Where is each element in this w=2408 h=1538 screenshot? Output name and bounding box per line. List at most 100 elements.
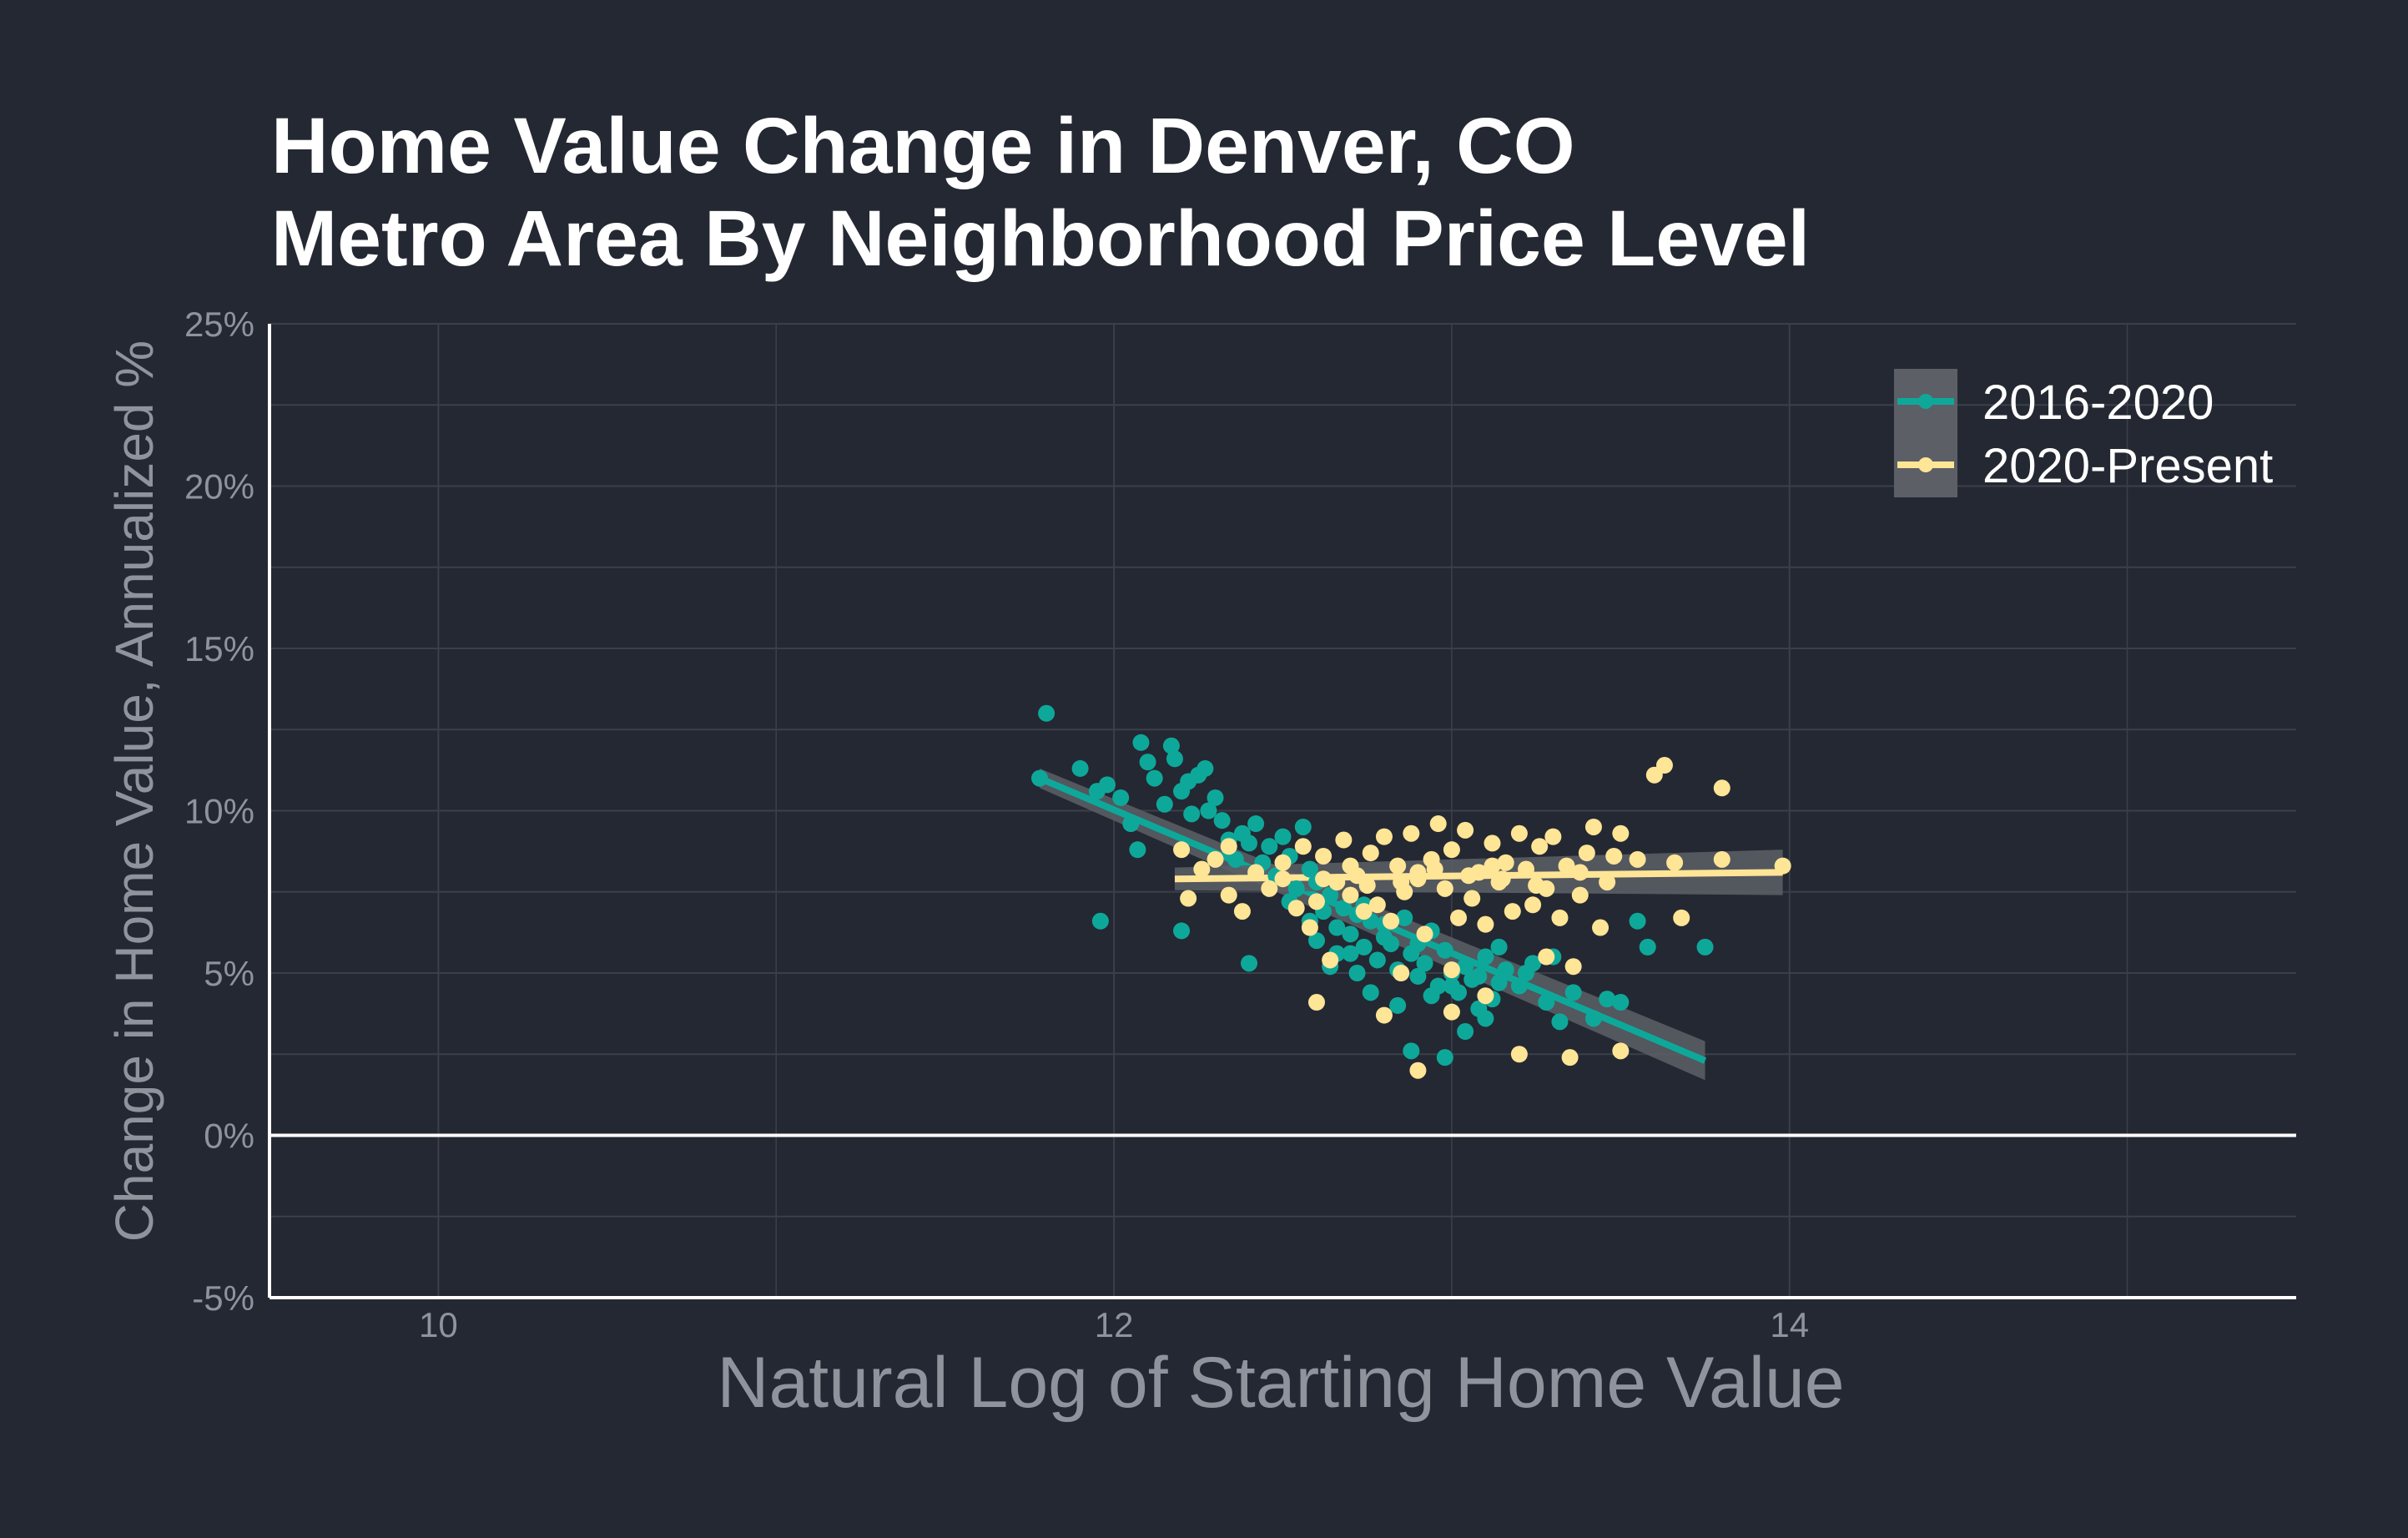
data-point-series-1 bbox=[1301, 860, 1318, 878]
data-point-series-1 bbox=[1166, 750, 1183, 768]
data-point-series-2 bbox=[1307, 893, 1325, 910]
data-point-series-1 bbox=[1156, 795, 1173, 813]
data-point-series-1 bbox=[1307, 932, 1325, 950]
data-point-series-1 bbox=[1098, 776, 1116, 794]
data-point-series-1 bbox=[1162, 737, 1180, 754]
data-point-series-2 bbox=[1342, 886, 1359, 904]
data-point-series-1 bbox=[1477, 1010, 1494, 1027]
data-point-series-2 bbox=[1274, 870, 1292, 888]
data-point-series-1 bbox=[1490, 974, 1508, 991]
data-point-series-2 bbox=[1666, 854, 1684, 871]
data-point-series-1 bbox=[1477, 948, 1494, 966]
data-point-series-1 bbox=[1584, 1010, 1602, 1027]
data-point-series-1 bbox=[1241, 835, 1258, 852]
data-point-series-1 bbox=[1538, 994, 1555, 1011]
data-point-series-1 bbox=[1639, 938, 1656, 956]
data-point-series-2 bbox=[1409, 1061, 1427, 1079]
data-point-series-2 bbox=[1301, 919, 1318, 936]
data-point-series-2 bbox=[1443, 961, 1460, 979]
data-point-series-1 bbox=[1396, 909, 1413, 926]
data-point-series-2 bbox=[1173, 841, 1191, 859]
data-point-series-1 bbox=[1031, 769, 1049, 787]
data-point-series-2 bbox=[1510, 824, 1528, 842]
data-point-series-1 bbox=[1183, 805, 1201, 823]
x-axis-title: Natural Log of Starting Home Value bbox=[717, 1343, 1844, 1423]
data-point-series-2 bbox=[1450, 909, 1468, 926]
data-point-series-1 bbox=[1564, 984, 1582, 1001]
x-tick-label: 14 bbox=[1770, 1305, 1809, 1344]
data-point-series-2 bbox=[1774, 857, 1791, 875]
data-point-series-2 bbox=[1193, 860, 1211, 878]
chart-title-line-2: Metro Area By Neighborhood Price Level bbox=[271, 194, 1810, 283]
data-point-series-1 bbox=[1038, 704, 1055, 722]
data-point-series-2 bbox=[1538, 948, 1555, 966]
data-point-series-2 bbox=[1605, 847, 1623, 865]
data-point-series-2 bbox=[1497, 854, 1514, 871]
data-point-series-2 bbox=[1375, 828, 1393, 845]
data-point-series-2 bbox=[1429, 815, 1447, 833]
data-point-series-2 bbox=[1393, 874, 1410, 891]
data-point-series-2 bbox=[1233, 903, 1251, 920]
data-point-series-1 bbox=[1629, 912, 1646, 930]
y-tick-label: 5% bbox=[204, 954, 254, 993]
data-point-series-2 bbox=[1261, 880, 1278, 897]
data-point-series-1 bbox=[1599, 991, 1616, 1008]
data-point-series-2 bbox=[1571, 864, 1589, 881]
data-point-series-1 bbox=[1328, 919, 1346, 936]
data-point-series-1 bbox=[1247, 815, 1265, 833]
data-point-series-2 bbox=[1307, 994, 1325, 1011]
data-point-series-1 bbox=[1287, 880, 1305, 897]
data-point-series-1 bbox=[1423, 987, 1440, 1005]
data-point-series-1 bbox=[1443, 977, 1460, 995]
data-point-series-2 bbox=[1564, 958, 1582, 976]
data-point-series-1 bbox=[1342, 925, 1359, 943]
tick-labels: -5% 0% 5% 10% 15% 20% 25% 10 12 14 bbox=[184, 305, 1809, 1344]
data-point-series-1 bbox=[1132, 734, 1150, 751]
data-point-series-2 bbox=[1426, 860, 1443, 878]
data-point-series-2 bbox=[1504, 903, 1521, 920]
data-point-series-2 bbox=[1629, 850, 1646, 868]
y-tick-label: 0% bbox=[204, 1117, 254, 1156]
data-point-series-1 bbox=[1274, 828, 1292, 845]
legend-marker-2020-present bbox=[1918, 457, 1933, 472]
data-point-series-2 bbox=[1355, 903, 1373, 920]
data-point-series-1 bbox=[1261, 838, 1278, 855]
chart-title-line-1: Home Value Change in Denver, CO bbox=[271, 102, 1575, 190]
data-point-series-1 bbox=[1368, 951, 1386, 969]
data-point-series-2 bbox=[1463, 890, 1481, 907]
y-axis-title: Change in Home Value, Annualized % bbox=[104, 340, 164, 1242]
data-point-series-1 bbox=[1294, 818, 1312, 835]
x-tick-label: 12 bbox=[1095, 1305, 1134, 1344]
data-point-series-1 bbox=[1436, 1049, 1453, 1067]
data-point-series-2 bbox=[1315, 847, 1332, 865]
data-point-series-1 bbox=[1322, 886, 1339, 904]
data-point-series-1 bbox=[1470, 967, 1488, 985]
data-point-series-2 bbox=[1368, 896, 1386, 914]
data-point-series-2 bbox=[1220, 838, 1237, 855]
data-point-series-2 bbox=[1457, 821, 1474, 839]
data-point-series-1 bbox=[1362, 984, 1379, 1001]
data-point-series-2 bbox=[1342, 857, 1359, 875]
data-point-series-1 bbox=[1196, 759, 1214, 777]
legend-marker-2016-2020 bbox=[1918, 394, 1933, 409]
data-point-series-2 bbox=[1322, 951, 1339, 969]
data-point-series-1 bbox=[1342, 945, 1359, 962]
data-point-series-2 bbox=[1612, 824, 1630, 842]
data-point-series-2 bbox=[1403, 824, 1420, 842]
data-point-series-1 bbox=[1436, 941, 1453, 959]
data-point-series-1 bbox=[1146, 769, 1163, 787]
data-point-series-2 bbox=[1713, 850, 1730, 868]
data-point-series-2 bbox=[1207, 850, 1224, 868]
data-point-series-2 bbox=[1358, 876, 1376, 894]
x-tick-label: 10 bbox=[419, 1305, 458, 1344]
data-point-series-2 bbox=[1443, 1003, 1460, 1021]
data-point-series-1 bbox=[1510, 977, 1528, 995]
data-point-series-2 bbox=[1517, 860, 1534, 878]
data-point-series-2 bbox=[1578, 845, 1595, 862]
data-point-series-1 bbox=[1416, 955, 1433, 972]
y-tick-label: 20% bbox=[184, 467, 254, 507]
legend: 2016-2020 2020-Present bbox=[1894, 369, 2273, 497]
data-point-series-2 bbox=[1315, 870, 1332, 888]
data-point-series-2 bbox=[1713, 779, 1730, 797]
